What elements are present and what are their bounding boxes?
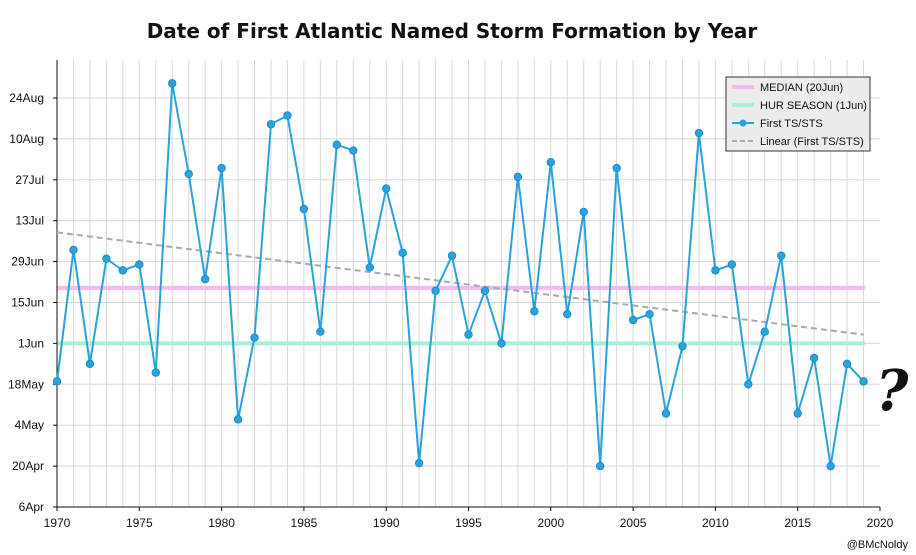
data-point — [530, 307, 539, 316]
data-point — [628, 315, 638, 325]
data-point — [316, 327, 325, 336]
data-point — [793, 409, 802, 418]
data-point — [809, 353, 819, 363]
y-tick-label: 27Jul — [15, 173, 44, 187]
data-point — [414, 458, 424, 468]
data-point — [135, 260, 144, 269]
data-point — [645, 309, 654, 319]
data-point — [85, 359, 95, 369]
legend-entry-first-ts-sts: First TS/STS — [732, 118, 823, 130]
data-point — [464, 330, 473, 339]
data-point — [332, 140, 342, 149]
y-tick-label: 20Apr — [12, 459, 44, 473]
chart-title: Date of First Atlantic Named Storm Forma… — [147, 19, 758, 43]
x-tick-label: 2005 — [620, 516, 647, 530]
x-tick-label: 2000 — [537, 516, 564, 530]
data-point — [398, 248, 407, 258]
data-point — [777, 251, 786, 260]
data-point — [102, 254, 111, 263]
data-point — [842, 359, 852, 369]
x-tick-label: 1990 — [373, 516, 400, 530]
legend-label: First TS/STS — [760, 118, 823, 130]
x-tick-labels: 1970 1975 1980 1985 1990 1995 2000 2005 2010 2015… — [44, 507, 894, 530]
data-point — [563, 309, 572, 319]
data-point — [233, 415, 243, 424]
data-point — [431, 286, 440, 296]
data-point — [612, 163, 621, 173]
y-tick-label: 6Apr — [19, 500, 44, 514]
data-point — [447, 251, 457, 260]
legend-label: HUR SEASON (1Jun) — [760, 100, 867, 112]
data-point — [480, 286, 490, 296]
data-point — [118, 266, 128, 275]
linear-trendline — [56, 231, 864, 336]
data-point — [760, 327, 769, 336]
data-point — [217, 163, 226, 173]
y-tick-label: 13Jul — [15, 214, 44, 228]
y-tick-label: 4May — [15, 418, 44, 432]
data-point — [349, 146, 358, 155]
data-point — [365, 263, 374, 272]
x-tick-label: 2020 — [867, 516, 894, 530]
x-tick-label: 1980 — [208, 516, 235, 530]
y-tick-label: 29Jun — [11, 255, 44, 269]
x-tick-label: 1975 — [126, 516, 153, 530]
data-point — [184, 169, 193, 179]
y-tick-label: 24Aug — [9, 91, 44, 105]
trendline — [56, 231, 864, 336]
x-tick-label: 1970 — [44, 516, 71, 530]
data-point — [266, 120, 276, 129]
data-point — [52, 377, 62, 386]
legend-entry-median: MEDIAN (20Jun) — [732, 82, 843, 94]
y-tick-label: 18May — [8, 377, 44, 391]
data-point — [727, 260, 737, 269]
data-point — [678, 342, 687, 351]
data-point — [382, 184, 391, 193]
x-tick-label: 1985 — [291, 516, 318, 530]
y-tick-label: 1Jun — [18, 336, 44, 350]
y-tick-label: 10Aug — [9, 132, 44, 146]
data-point — [513, 172, 523, 182]
data-point — [826, 461, 835, 471]
gridlines — [57, 60, 880, 508]
data-point — [595, 461, 605, 471]
legend-entry-linear: Linear (First TS/STS) — [732, 136, 864, 148]
reference-lines — [57, 285, 865, 346]
legend-entry-hur-season: HUR SEASON (1Jun) — [732, 100, 867, 112]
data-point — [579, 207, 588, 217]
data-point — [744, 380, 753, 389]
data-point — [711, 266, 720, 275]
data-point — [250, 333, 259, 342]
data-point — [69, 245, 78, 255]
x-tick-label: 2015 — [784, 516, 811, 530]
data-point — [151, 368, 160, 377]
data-point — [299, 204, 309, 214]
y-tick-label: 15Jun — [11, 295, 44, 309]
data-point — [168, 79, 177, 88]
y-tick-labels: 6Apr 20Apr 4May 18May 1Jun 15Jun 29Jun 13Jul 27J… — [8, 91, 57, 514]
x-tick-label: 2010 — [702, 516, 729, 530]
data-point — [661, 409, 671, 418]
x-tick-label: 1995 — [455, 516, 482, 530]
legend: MEDIAN (20Jun) HUR SEASON (1Jun) First TS/… — [725, 76, 871, 152]
credit-label: @BMcNoldy — [847, 539, 909, 551]
data-point — [283, 111, 292, 120]
legend-marker — [739, 119, 747, 127]
data-point — [859, 377, 868, 386]
data-point — [694, 128, 704, 138]
legend-box — [725, 76, 871, 152]
legend-label: MEDIAN (20Jun) — [760, 82, 843, 94]
data-point — [546, 158, 555, 167]
legend-label: Linear (First TS/STS) — [760, 136, 864, 148]
data-point — [200, 274, 210, 284]
data-point — [497, 339, 506, 348]
series-first-ts-sts — [52, 79, 868, 471]
question-mark-annotation: ? — [876, 358, 910, 424]
